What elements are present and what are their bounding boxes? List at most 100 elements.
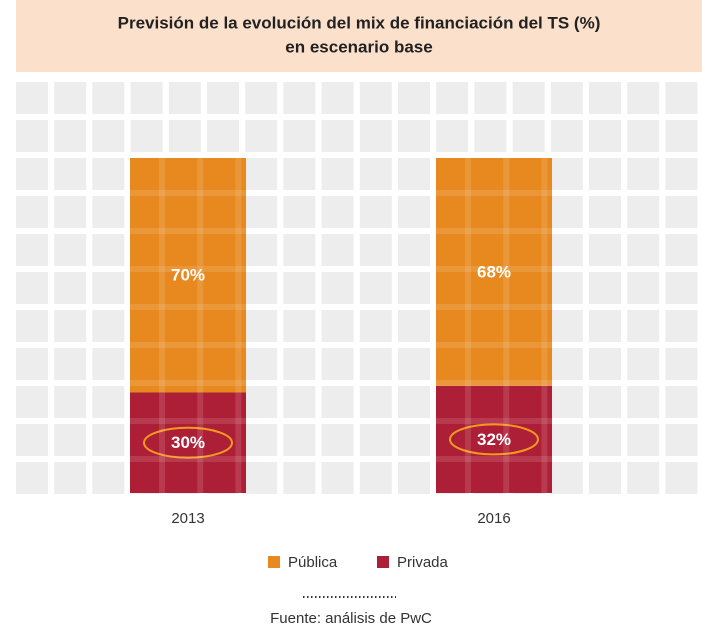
bg-square xyxy=(283,462,316,494)
bg-square xyxy=(54,272,87,304)
bg-square xyxy=(359,386,392,418)
bg-square xyxy=(589,234,621,266)
bg-square xyxy=(245,272,278,304)
bg-square xyxy=(54,424,87,456)
bg-square xyxy=(359,120,392,152)
bg-square xyxy=(398,196,430,228)
bg-square xyxy=(321,196,354,228)
chart-title: Previsión de la evolución del mix de fin… xyxy=(118,13,601,32)
bg-square xyxy=(627,82,660,114)
bg-square xyxy=(589,386,621,418)
bg-square xyxy=(245,196,278,228)
bg-square xyxy=(54,82,87,114)
bg-square xyxy=(398,348,430,380)
bg-square xyxy=(512,82,545,114)
bar-segment xyxy=(130,158,246,393)
bg-square xyxy=(207,82,239,114)
bg-square xyxy=(283,310,316,342)
bg-square xyxy=(16,272,48,304)
bg-square xyxy=(665,158,698,190)
bg-square xyxy=(589,158,621,190)
bg-square xyxy=(550,82,583,114)
bg-square xyxy=(92,386,125,418)
bg-square xyxy=(627,158,660,190)
bg-square xyxy=(627,462,660,494)
bg-square xyxy=(54,196,87,228)
bar-segment xyxy=(436,385,552,493)
bg-square xyxy=(92,82,125,114)
bg-square xyxy=(321,234,354,266)
bg-square xyxy=(589,462,621,494)
bg-square xyxy=(245,234,278,266)
bg-square xyxy=(92,462,125,494)
bg-square xyxy=(16,424,48,456)
bg-square xyxy=(627,234,660,266)
bg-square xyxy=(512,120,545,152)
legend-swatch xyxy=(268,556,280,568)
bg-square xyxy=(589,348,621,380)
bg-square xyxy=(92,158,125,190)
bg-square xyxy=(16,82,48,114)
bg-square xyxy=(245,158,278,190)
bg-square xyxy=(398,310,430,342)
value-label: 68% xyxy=(477,262,511,281)
bg-square xyxy=(283,196,316,228)
x-tick-label: 2016 xyxy=(477,510,510,527)
bg-square xyxy=(92,310,125,342)
bg-square xyxy=(550,272,583,304)
bg-square xyxy=(245,82,278,114)
bg-square xyxy=(627,196,660,228)
bg-square xyxy=(245,310,278,342)
bg-square xyxy=(245,120,278,152)
bg-square xyxy=(168,82,201,114)
bg-square xyxy=(54,310,87,342)
bg-square xyxy=(665,234,698,266)
bg-square xyxy=(92,424,125,456)
bg-square xyxy=(589,120,621,152)
bg-square xyxy=(665,462,698,494)
bg-square xyxy=(665,424,698,456)
bg-square xyxy=(245,424,278,456)
bg-square xyxy=(16,462,48,494)
bg-square xyxy=(283,424,316,456)
bg-square xyxy=(92,234,125,266)
legend-swatch xyxy=(377,556,389,568)
bg-square xyxy=(550,158,583,190)
bg-square xyxy=(321,120,354,152)
x-tick-label: 2013 xyxy=(171,510,204,527)
bg-square xyxy=(321,462,354,494)
bg-square xyxy=(321,424,354,456)
bg-square xyxy=(550,234,583,266)
chart-subtitle: en escenario base xyxy=(285,37,432,56)
bg-square xyxy=(398,424,430,456)
bg-square xyxy=(398,386,430,418)
bg-square xyxy=(665,272,698,304)
bg-square xyxy=(54,462,87,494)
legend-label: Privada xyxy=(397,554,449,571)
bg-square xyxy=(16,386,48,418)
bg-square xyxy=(16,234,48,266)
bg-square xyxy=(474,82,507,114)
source: Fuente: análisis de PwC xyxy=(270,610,432,627)
bar-segment xyxy=(130,392,246,493)
value-label: 30% xyxy=(171,433,205,452)
bg-square xyxy=(283,158,316,190)
bg-square xyxy=(168,120,201,152)
bg-square xyxy=(321,386,354,418)
bg-square xyxy=(550,310,583,342)
bg-square xyxy=(359,348,392,380)
bg-square xyxy=(92,120,125,152)
bg-square xyxy=(245,386,278,418)
bg-square xyxy=(359,158,392,190)
bg-square xyxy=(359,82,392,114)
bg-square xyxy=(359,272,392,304)
bg-square xyxy=(207,120,239,152)
bg-square xyxy=(321,348,354,380)
bg-square xyxy=(245,348,278,380)
bg-square xyxy=(665,120,698,152)
bg-square xyxy=(436,120,469,152)
bg-square xyxy=(321,272,354,304)
bg-square xyxy=(665,196,698,228)
bg-square xyxy=(398,272,430,304)
